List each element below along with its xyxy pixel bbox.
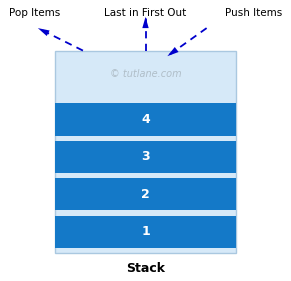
Text: Stack: Stack xyxy=(126,262,165,275)
Bar xyxy=(55,51,236,253)
Text: Push Items: Push Items xyxy=(225,8,282,18)
Bar xyxy=(55,103,236,136)
Text: 3: 3 xyxy=(141,150,150,164)
Text: 4: 4 xyxy=(141,113,150,126)
Text: Last in First Out: Last in First Out xyxy=(104,8,187,18)
Bar xyxy=(55,178,236,210)
Text: Pop Items: Pop Items xyxy=(9,8,60,18)
Bar xyxy=(55,216,236,248)
Text: 1: 1 xyxy=(141,225,150,238)
Bar xyxy=(55,141,236,173)
Text: © tutlane.com: © tutlane.com xyxy=(110,69,181,80)
Polygon shape xyxy=(142,17,149,28)
Polygon shape xyxy=(167,47,179,56)
Polygon shape xyxy=(38,28,50,36)
Text: 2: 2 xyxy=(141,188,150,201)
